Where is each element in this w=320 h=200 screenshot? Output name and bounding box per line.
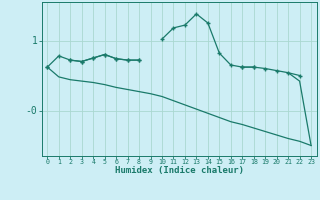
X-axis label: Humidex (Indice chaleur): Humidex (Indice chaleur): [115, 166, 244, 175]
